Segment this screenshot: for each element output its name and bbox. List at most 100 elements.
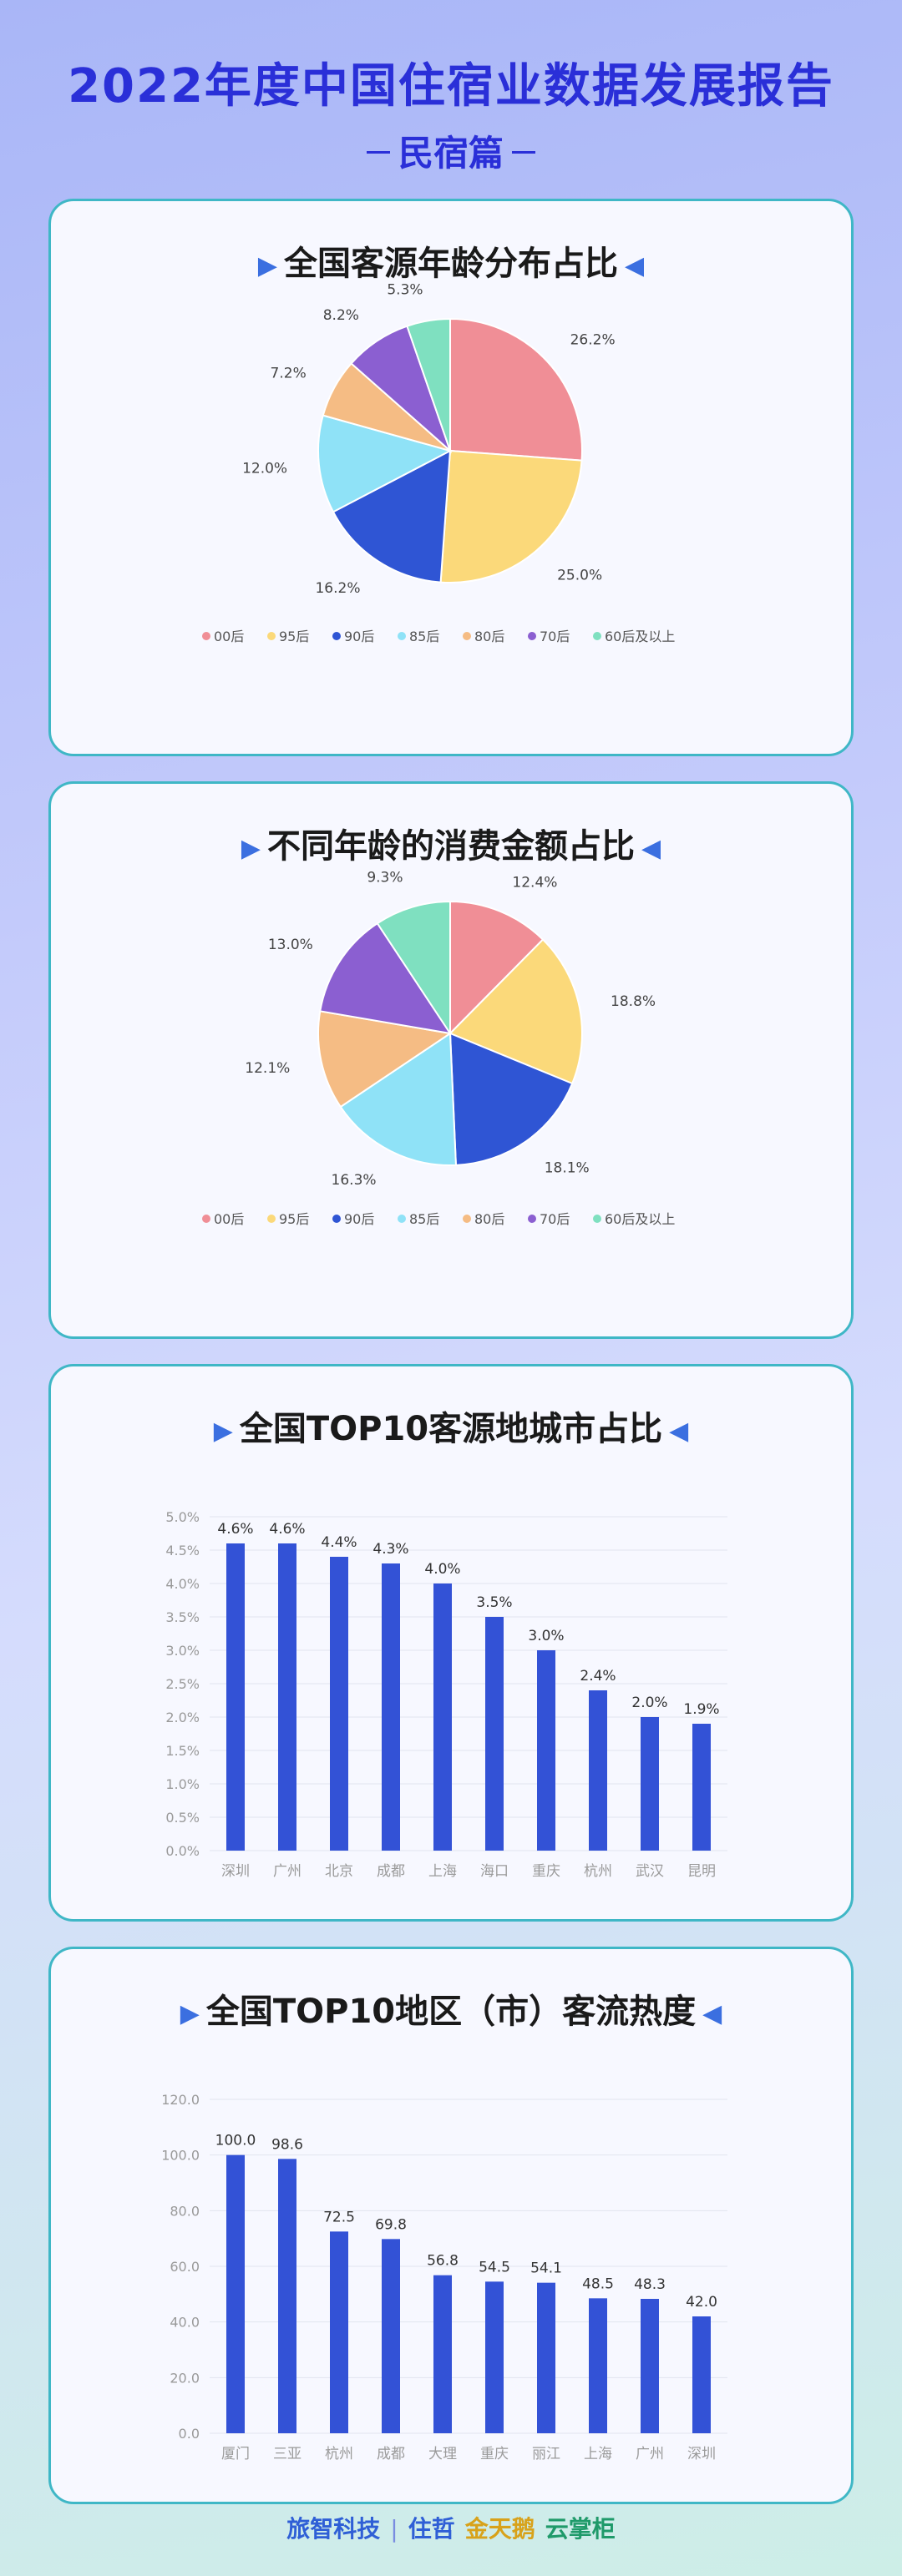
data-label: 72.5 bbox=[323, 2209, 355, 2225]
x-tick-label: 丽江 bbox=[532, 2446, 560, 2462]
legend-label: 85后 bbox=[409, 629, 439, 644]
y-tick-label: 0.0% bbox=[165, 1843, 200, 1859]
data-label: 69.8 bbox=[375, 2216, 407, 2233]
bar bbox=[641, 2299, 659, 2433]
footer-brands: 旅智科技 | 住哲 金天鹅 云掌柜 bbox=[286, 2515, 616, 2543]
bar bbox=[382, 1563, 400, 1851]
x-tick-label: 厦门 bbox=[221, 2446, 250, 2462]
slice-label: 8.2% bbox=[323, 307, 359, 324]
y-tick-label: 3.5% bbox=[165, 1609, 200, 1625]
bar bbox=[226, 1543, 245, 1851]
legend-marker bbox=[267, 632, 276, 640]
y-tick-label: 4.0% bbox=[165, 1576, 200, 1592]
bar bbox=[330, 2231, 348, 2433]
chart-title: 不同年龄的消费金额占比 bbox=[267, 827, 635, 866]
bar bbox=[589, 2298, 607, 2433]
data-label: 4.4% bbox=[321, 1534, 357, 1551]
data-label: 3.5% bbox=[476, 1594, 512, 1611]
pie-slice bbox=[317, 414, 453, 513]
bar bbox=[433, 1583, 452, 1851]
slice-label: 12.1% bbox=[245, 1060, 290, 1077]
slice-label: 12.4% bbox=[512, 875, 557, 891]
report-title: 2022年度中国住宿业数据发展报告 bbox=[68, 59, 834, 114]
legend-label: 00后 bbox=[214, 629, 244, 644]
x-tick-label: 武汉 bbox=[636, 1863, 664, 1880]
x-tick-label: 昆明 bbox=[687, 1863, 716, 1880]
slice-label: 16.3% bbox=[332, 1172, 377, 1189]
age-distribution-pie-chart: 26.2% 25.0% 16.2% 12.0% 7.2% 8.2% 5.3% 00后 95后 90… bbox=[202, 282, 675, 644]
y-tick-label: 40.0 bbox=[170, 2315, 200, 2331]
x-tick-label: 上海 bbox=[428, 1863, 457, 1880]
legend-marker bbox=[593, 632, 601, 640]
triangle-left-icon: ◀ bbox=[669, 1416, 689, 1446]
chart-title: 全国TOP10地区（市）客流热度 bbox=[205, 1993, 697, 2031]
y-tick-label: 80.0 bbox=[170, 2203, 200, 2219]
data-label: 4.6% bbox=[269, 1521, 305, 1538]
x-tick-label: 北京 bbox=[325, 1863, 353, 1880]
bar bbox=[485, 2281, 504, 2433]
slice-label: 5.3% bbox=[387, 282, 423, 299]
legend-label: 80后 bbox=[474, 629, 504, 644]
x-tick-label: 重庆 bbox=[480, 2446, 509, 2462]
legend-marker bbox=[267, 1215, 276, 1223]
data-label: 1.9% bbox=[683, 1701, 719, 1718]
spending-share-card: ▶ 不同年龄的消费金额占比 ◀ 12.4% 18.8% 18.1% 16.3% 12.1% 1… bbox=[48, 781, 854, 1339]
triangle-left-icon: ◀ bbox=[702, 1998, 722, 2028]
x-tick-label: 深圳 bbox=[221, 1863, 250, 1880]
data-label: 42.0 bbox=[686, 2294, 717, 2311]
slice-label: 26.2% bbox=[570, 332, 616, 349]
bar bbox=[433, 2275, 452, 2433]
data-label: 48.3 bbox=[634, 2276, 666, 2293]
y-tick-label: 60.0 bbox=[170, 2259, 200, 2275]
data-label: 54.1 bbox=[530, 2260, 562, 2277]
y-tick-label: 2.0% bbox=[165, 1710, 200, 1725]
triangle-right-icon: ▶ bbox=[257, 250, 277, 280]
legend-label: 70后 bbox=[540, 1211, 570, 1227]
legend-label: 95后 bbox=[279, 629, 309, 644]
x-tick-label: 成都 bbox=[377, 2446, 405, 2462]
pie-slice bbox=[439, 449, 583, 583]
brand-jintiane: 金天鹅 bbox=[464, 2515, 535, 2543]
legend-label: 90后 bbox=[344, 1211, 374, 1227]
x-tick-label: 重庆 bbox=[532, 1863, 560, 1880]
slice-label: 18.8% bbox=[611, 993, 656, 1010]
legend-label: 90后 bbox=[344, 629, 374, 644]
slice-label: 25.0% bbox=[557, 567, 602, 583]
bar bbox=[226, 2154, 245, 2433]
bar bbox=[589, 1690, 607, 1851]
x-tick-label: 大理 bbox=[428, 2446, 457, 2462]
data-label: 56.8 bbox=[427, 2253, 459, 2270]
legend-marker bbox=[463, 1215, 471, 1223]
data-label: 54.5 bbox=[479, 2259, 510, 2275]
pie-slice bbox=[448, 938, 583, 1085]
pie-slice bbox=[319, 922, 453, 1035]
bar bbox=[278, 2159, 296, 2433]
pie-slice bbox=[406, 317, 451, 452]
bar bbox=[537, 1650, 555, 1851]
slice-label: 9.3% bbox=[367, 869, 403, 886]
legend-label: 80后 bbox=[474, 1211, 504, 1227]
legend-label: 70后 bbox=[540, 629, 570, 644]
y-tick-label: 4.5% bbox=[165, 1543, 200, 1558]
report-subtitle: 民宿篇 bbox=[366, 125, 536, 176]
brand-yunzhanggui: 云掌柜 bbox=[545, 2515, 616, 2543]
top10-region-traffic-bar-chart: 0.0 20.0 40.0 60.0 80.0 100.0 120.0 100.0 厦门 98.6… bbox=[161, 2092, 727, 2462]
slice-label: 13.0% bbox=[268, 937, 313, 953]
legend-marker bbox=[332, 1215, 341, 1223]
x-tick-label: 广州 bbox=[636, 2446, 664, 2462]
slice-label: 18.1% bbox=[545, 1159, 590, 1176]
pie-slice bbox=[317, 1010, 453, 1109]
data-label: 100.0 bbox=[215, 2133, 256, 2149]
chart-title: 全国客源年龄分布占比 bbox=[284, 245, 618, 283]
y-tick-label: 1.0% bbox=[165, 1776, 200, 1792]
y-tick-label: 0.0 bbox=[179, 2426, 200, 2442]
bar bbox=[537, 2282, 555, 2433]
legend-label: 95后 bbox=[279, 1211, 309, 1227]
legend-marker bbox=[593, 1215, 601, 1223]
top10-source-city-bar-chart: 0.0% 0.5% 1.0% 1.5% 2.0% 2.5% 3.0% 3.5% 4.0% 4.5%… bbox=[165, 1509, 727, 1880]
triangle-left-icon: ◀ bbox=[641, 833, 661, 863]
bar bbox=[382, 2239, 400, 2433]
bar bbox=[485, 1617, 504, 1851]
x-tick-label: 海口 bbox=[480, 1863, 509, 1880]
data-label: 48.5 bbox=[582, 2275, 614, 2292]
